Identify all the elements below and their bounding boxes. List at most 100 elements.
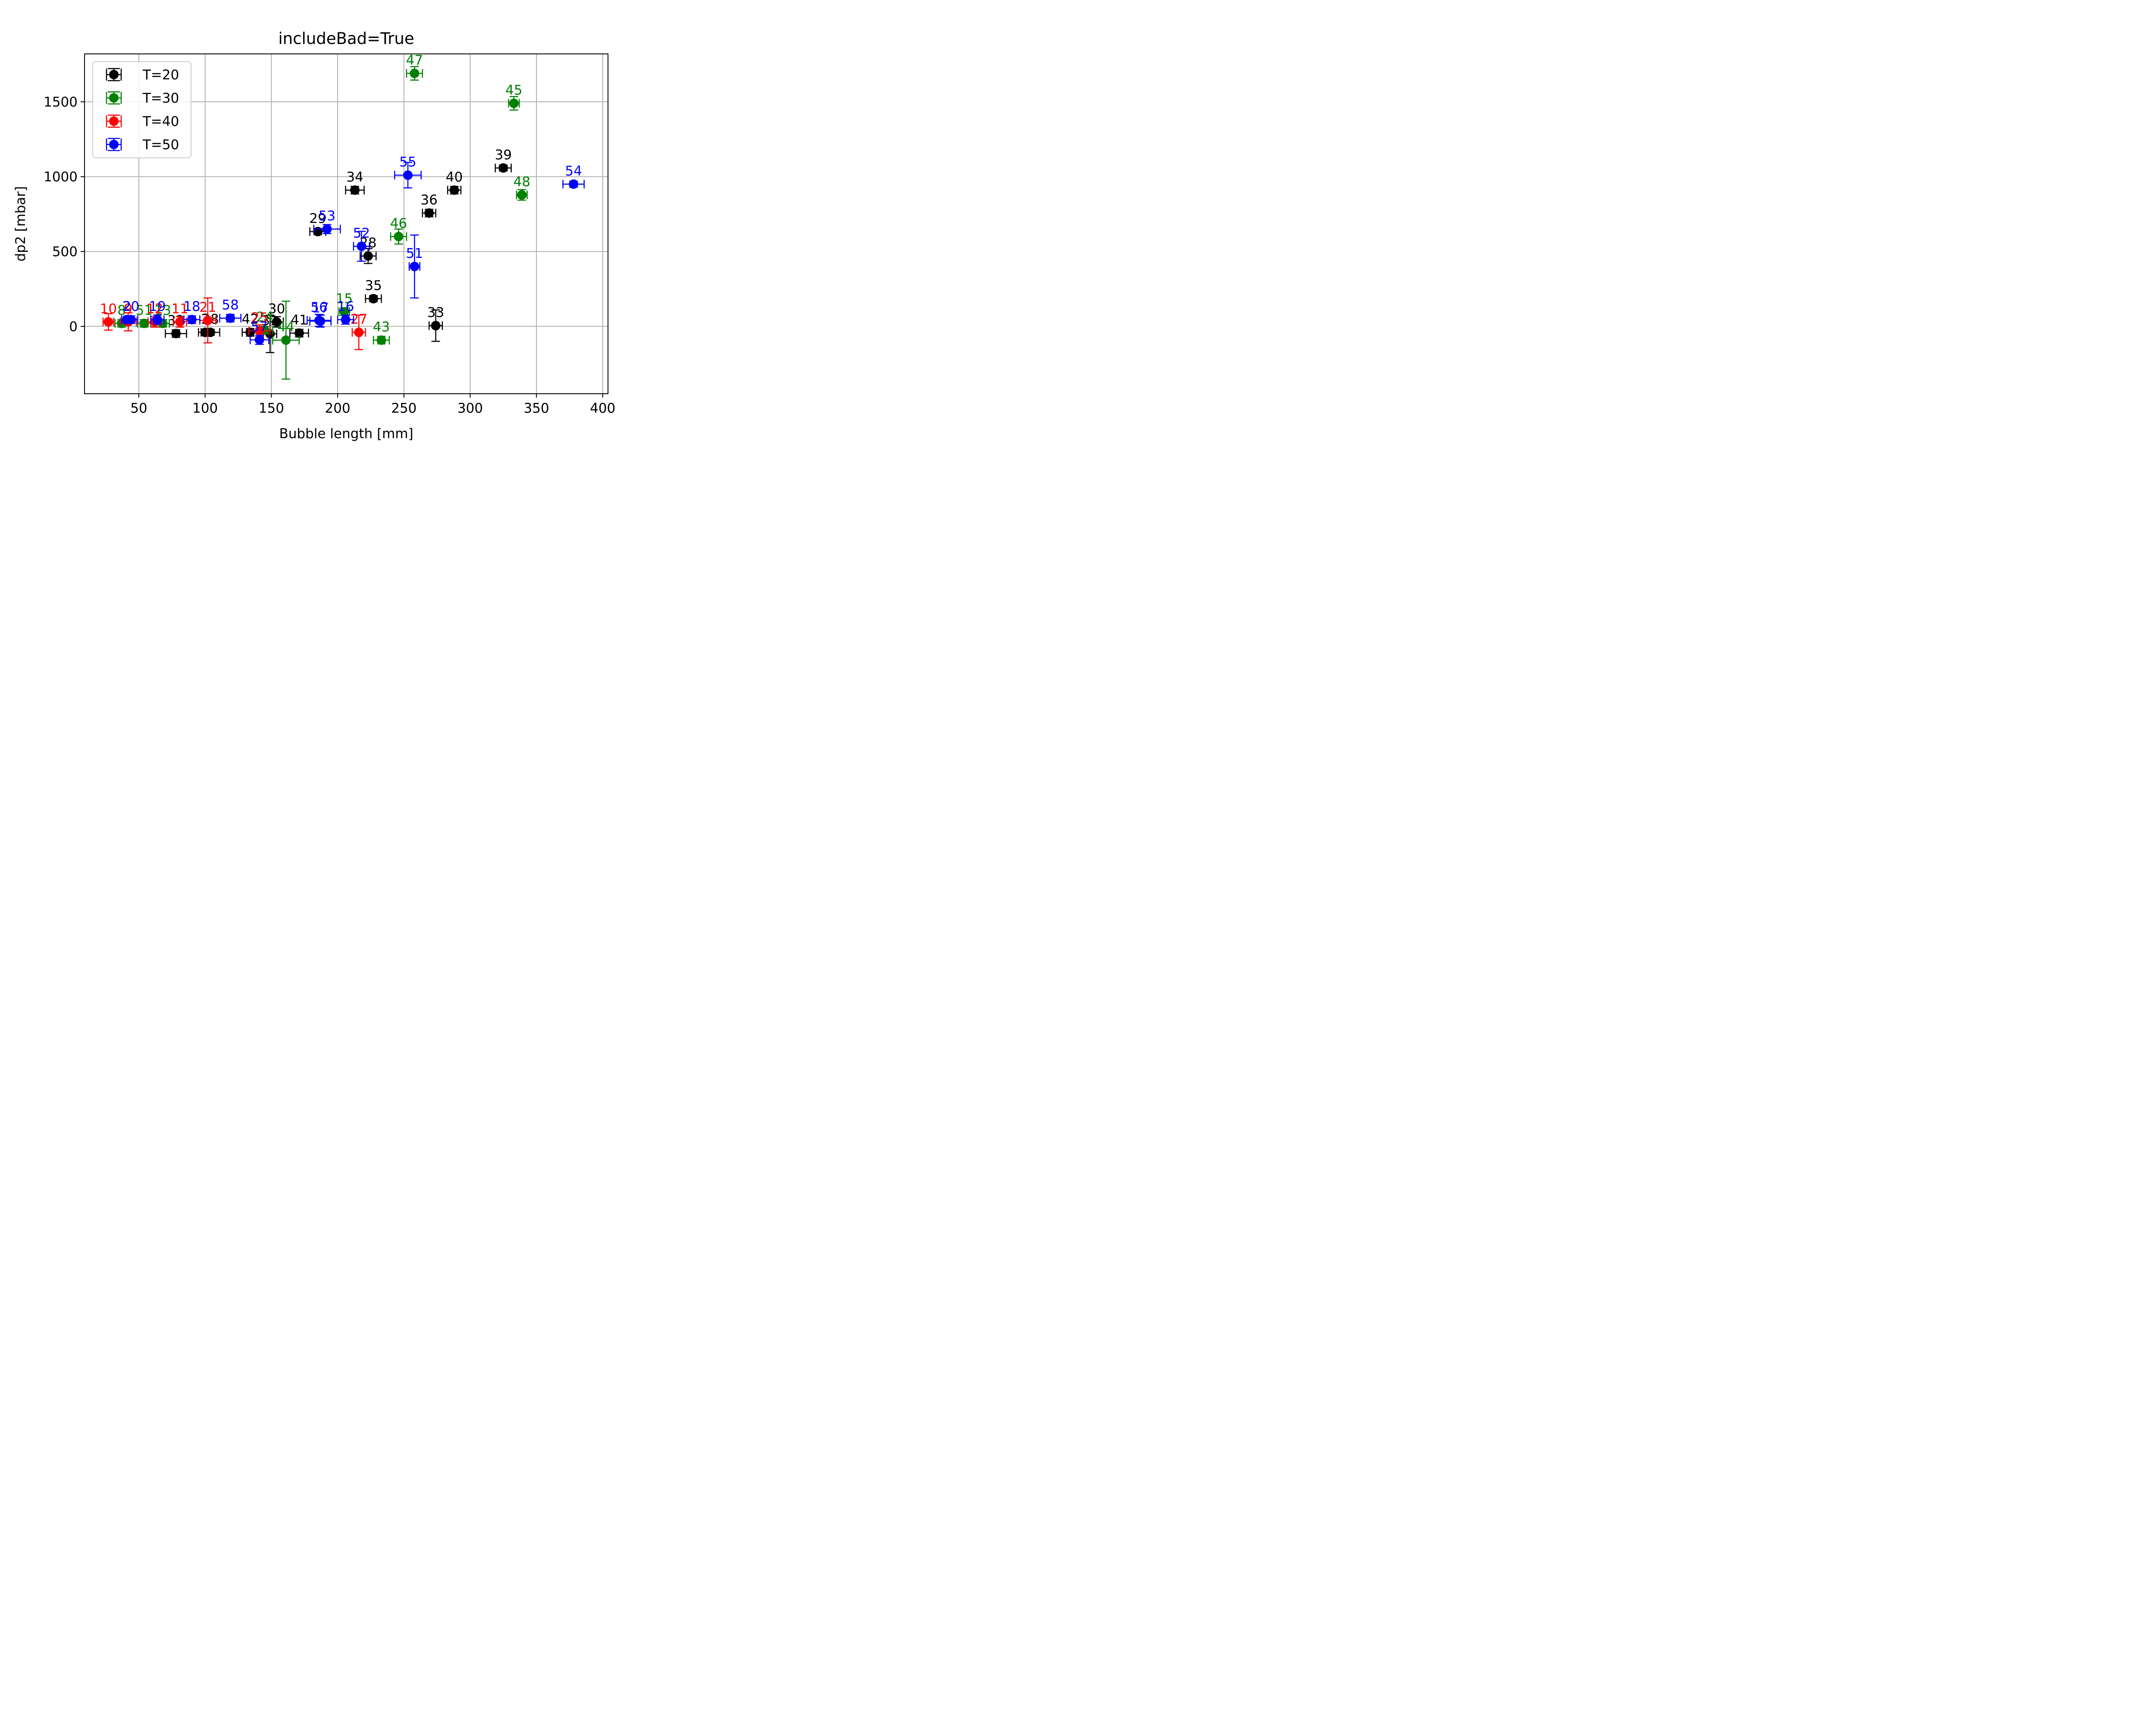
- legend-marker: [109, 140, 119, 149]
- marker: [424, 208, 434, 218]
- point-label: 33: [427, 305, 444, 320]
- data-point-58: [219, 313, 241, 323]
- marker: [281, 335, 291, 345]
- point-label: 30: [268, 301, 285, 317]
- marker: [175, 317, 185, 327]
- marker: [205, 327, 215, 337]
- legend-marker: [109, 116, 119, 126]
- marker: [431, 321, 441, 331]
- marker: [354, 327, 364, 337]
- x-tick-label: 100: [192, 401, 218, 416]
- marker: [272, 317, 282, 327]
- grid: [85, 54, 608, 394]
- point-label: 18: [183, 299, 200, 314]
- marker: [369, 294, 379, 304]
- legend-label: T=20: [142, 67, 179, 83]
- point-label: 40: [446, 169, 463, 185]
- data-point-43: [373, 335, 390, 345]
- point-label: 51: [406, 246, 423, 261]
- marker: [410, 69, 420, 78]
- data-point-53: [313, 224, 341, 234]
- point-label: 9: [124, 301, 133, 317]
- chart: includeBad=True 50 100 150 200 250 300 350 400 0…: [0, 0, 666, 451]
- marker: [203, 315, 213, 325]
- legend-label: T=30: [142, 91, 179, 106]
- data-point-52: [353, 231, 370, 262]
- data-point-34: [345, 185, 365, 195]
- point-label: 53: [319, 208, 335, 224]
- point-label: 47: [406, 53, 423, 68]
- point-label: 56: [310, 300, 327, 315]
- data-point-16: [337, 314, 354, 325]
- marker: [509, 98, 519, 108]
- point-label: 17: [312, 301, 329, 316]
- point-label: 29: [309, 211, 326, 226]
- plot-frame: [84, 53, 608, 394]
- point-label: 43: [373, 320, 390, 335]
- point-label: 11: [172, 301, 188, 317]
- legend-entry: [106, 68, 122, 82]
- x-tick-label: 200: [325, 401, 350, 416]
- legend-entry: [106, 91, 122, 105]
- point-label: 55: [399, 154, 416, 170]
- legend-frame: [92, 61, 191, 158]
- marker: [357, 242, 367, 251]
- point-label: 52: [353, 226, 370, 241]
- data-point-27: [351, 314, 366, 350]
- point-label: 19: [149, 299, 166, 314]
- data-point-33: [428, 309, 443, 342]
- data-point-55: [394, 162, 422, 188]
- marker: [339, 307, 349, 317]
- point-label: 21: [199, 300, 216, 315]
- data-point-2: [121, 315, 133, 325]
- marker: [449, 185, 459, 195]
- marker: [394, 232, 404, 242]
- point-label: 12: [146, 301, 163, 317]
- data-point-41: [289, 328, 309, 338]
- marker: [376, 335, 386, 345]
- point-label: 20: [122, 299, 139, 314]
- x-axis-label: Bubble length [mm]: [279, 426, 413, 442]
- point-label: 8: [117, 303, 126, 318]
- point-label: 35: [365, 278, 382, 294]
- data-point-25: [248, 324, 271, 338]
- marker: [103, 317, 113, 327]
- data-point-28: [360, 248, 377, 264]
- marker: [153, 315, 163, 325]
- point-label: 36: [420, 192, 437, 208]
- point-label: 44: [277, 320, 294, 335]
- data-point-10: [102, 313, 114, 331]
- marker: [322, 224, 332, 234]
- point-label: 45: [505, 83, 522, 98]
- point-label: 54: [565, 163, 582, 179]
- point-label: 15: [336, 291, 353, 307]
- legend-label: T=50: [142, 137, 179, 153]
- chart-title: includeBad=True: [278, 29, 414, 48]
- legend-marker: [109, 93, 119, 103]
- data-point-17: [309, 314, 332, 328]
- point-label: 34: [346, 169, 363, 185]
- marker: [403, 170, 413, 180]
- x-tick-label: 250: [391, 401, 417, 416]
- data-point-40: [447, 185, 462, 195]
- x-tick-label: 50: [130, 401, 147, 416]
- point-label: 57: [251, 319, 268, 335]
- marker: [139, 318, 149, 328]
- marker: [171, 329, 181, 339]
- data-point-32: [165, 329, 187, 339]
- marker: [187, 315, 197, 325]
- point-label: 51: [136, 303, 153, 318]
- y-axis-label: dp2 [mbar]: [13, 186, 28, 262]
- data-point-35: [365, 294, 382, 304]
- marker: [122, 315, 132, 325]
- marker: [363, 251, 373, 261]
- x-tick-label: 300: [458, 401, 483, 416]
- data-point-51: [408, 234, 420, 299]
- marker: [498, 163, 508, 173]
- data-point-39: [495, 163, 512, 173]
- marker: [569, 179, 579, 189]
- marker: [254, 335, 264, 345]
- point-label: 24: [256, 309, 273, 325]
- legend-entry: [106, 114, 122, 128]
